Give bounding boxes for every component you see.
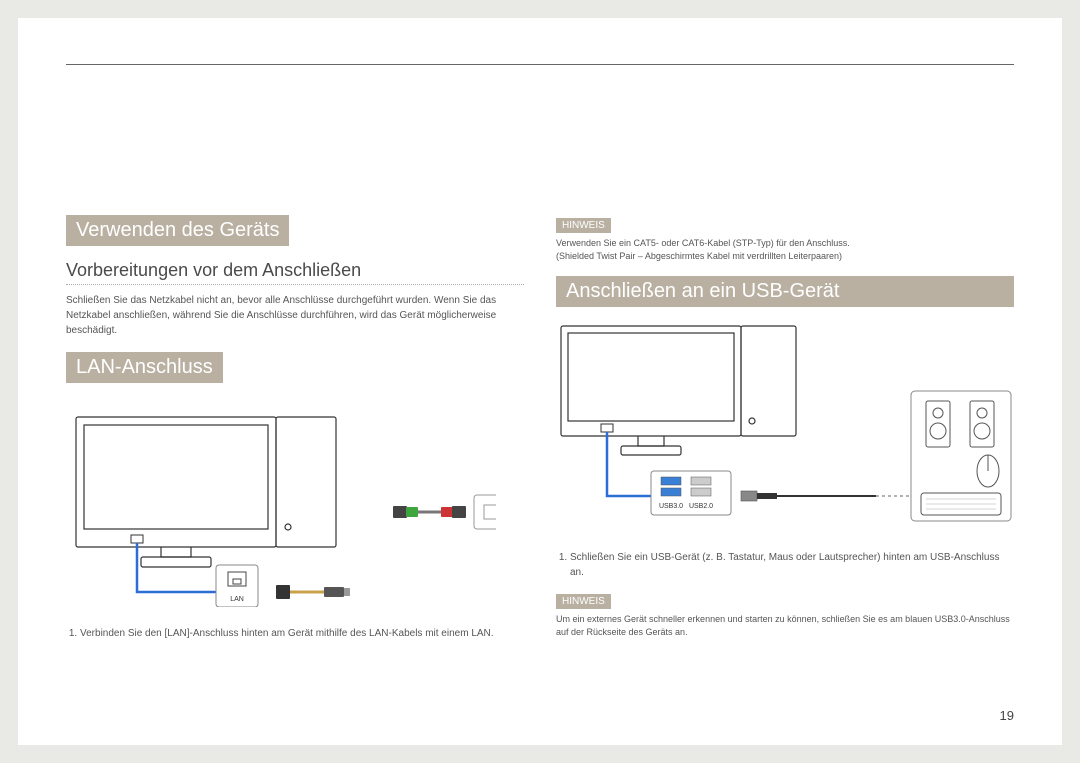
usb-step-1: Schließen Sie ein USB-Gerät (z. B. Tasta… (570, 550, 1014, 580)
left-column: Verwenden des Geräts Vorbereitungen vor … (66, 215, 524, 652)
subheading-preparation: Vorbereitungen vor dem Anschließen (66, 260, 524, 285)
heading-lan: LAN-Anschluss (66, 352, 223, 383)
usb30-label: USB3.0 (659, 503, 683, 510)
usb20-label: USB2.0 (689, 503, 713, 510)
heading-using-device: Verwenden des Geräts (66, 215, 289, 246)
manual-page: Verwenden des Geräts Vorbereitungen vor … (18, 18, 1062, 745)
lan-port-label: LAN (230, 596, 244, 603)
usb-illustration: USB3.0 USB2.0 (556, 321, 1014, 536)
lan-step-1: Verbinden Sie den [LAN]-Anschluss hinten… (80, 626, 524, 641)
lan-steps: Verbinden Sie den [LAN]-Anschluss hinten… (66, 626, 524, 641)
hint-text-2: Um ein externes Gerät schneller erkennen… (556, 613, 1014, 638)
hint-label-1: HINWEIS (556, 218, 611, 233)
heading-usb: Anschließen an ein USB-Gerät (556, 276, 1014, 307)
hint-label-2: HINWEIS (556, 594, 611, 609)
lan-illustration: LAN (66, 407, 524, 612)
top-rule (66, 64, 1014, 65)
page-number: 19 (1000, 708, 1014, 723)
right-column: HINWEIS Verwenden Sie ein CAT5- oder CAT… (556, 215, 1014, 652)
usb-steps: Schließen Sie ein USB-Gerät (z. B. Tasta… (556, 550, 1014, 580)
two-column-layout: Verwenden des Geräts Vorbereitungen vor … (66, 215, 1014, 652)
intro-text: Schließen Sie das Netzkabel nicht an, be… (66, 293, 524, 338)
hint-text-1: Verwenden Sie ein CAT5- oder CAT6-Kabel … (556, 237, 1014, 262)
